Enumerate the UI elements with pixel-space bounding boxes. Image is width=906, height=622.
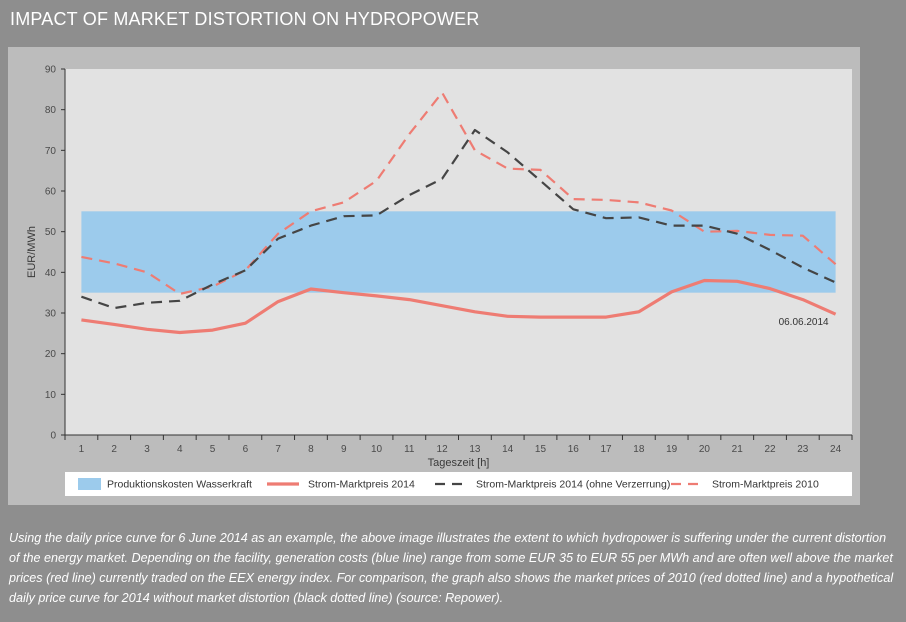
x-tick-label: 7 <box>275 444 281 455</box>
x-tick-label: 17 <box>601 444 613 455</box>
x-tick-label: 20 <box>699 444 711 455</box>
x-tick-label: 10 <box>371 444 383 455</box>
x-tick-label: 22 <box>764 444 776 455</box>
x-axis-title: Tageszeit [h] <box>428 457 490 469</box>
x-tick-label: 5 <box>210 444 216 455</box>
x-tick-label: 19 <box>666 444 678 455</box>
legend-label-2: Strom-Marktpreis 2014 (ohne Verzerrung) <box>476 479 670 491</box>
y-tick-label: 10 <box>45 390 57 401</box>
x-tick-label: 15 <box>535 444 547 455</box>
legend-label-band: Produktionskosten Wasserkraft <box>107 479 252 491</box>
y-tick-label: 70 <box>45 146 57 157</box>
x-tick-label: 24 <box>830 444 842 455</box>
chart-panel: 0 10 20 30 40 50 60 70 80 90 1 2 3 4 5 6 7 8 9 10 11 12 13 14 15… <box>8 47 860 505</box>
legend-label-3: Strom-Marktpreis 2010 <box>712 479 819 491</box>
x-tick-label: 2 <box>111 444 117 455</box>
x-tick-label: 1 <box>79 444 85 455</box>
legend-label-1: Strom-Marktpreis 2014 <box>308 479 415 491</box>
date-annotation: 06.06.2014 <box>779 317 829 328</box>
x-tick-label: 21 <box>732 444 744 455</box>
x-tick-label: 3 <box>144 444 150 455</box>
y-tick-label: 50 <box>45 227 57 238</box>
x-tick-label: 11 <box>404 444 415 455</box>
y-tick-label: 80 <box>45 105 57 116</box>
y-tick-label: 40 <box>45 268 57 279</box>
x-tick-label: 16 <box>568 444 580 455</box>
y-tick-label: 20 <box>45 349 57 360</box>
x-tick-label: 18 <box>633 444 645 455</box>
x-tick-label: 13 <box>469 444 481 455</box>
y-tick-label: 60 <box>45 187 57 198</box>
x-tick-label: 12 <box>437 444 449 455</box>
y-tick-label: 90 <box>45 65 57 76</box>
y-axis-title: EUR/MWh <box>26 226 38 278</box>
y-tick-label: 30 <box>45 309 57 320</box>
x-tick-label: 4 <box>177 444 183 455</box>
legend-swatch-band <box>78 478 101 490</box>
figure-caption: Using the daily price curve for 6 June 2… <box>9 531 894 605</box>
y-tick-label: 0 <box>50 431 56 442</box>
series-line-2 <box>81 128 837 310</box>
x-tick-label: 8 <box>308 444 314 455</box>
page-title: IMPACT OF MARKET DISTORTION ON HYDROPOWE… <box>10 9 480 29</box>
series-line-1 <box>81 278 837 335</box>
x-tick-label: 14 <box>502 444 514 455</box>
x-tick-label: 9 <box>341 444 347 455</box>
x-tick-label: 23 <box>797 444 809 455</box>
x-tick-label: 6 <box>243 444 249 455</box>
